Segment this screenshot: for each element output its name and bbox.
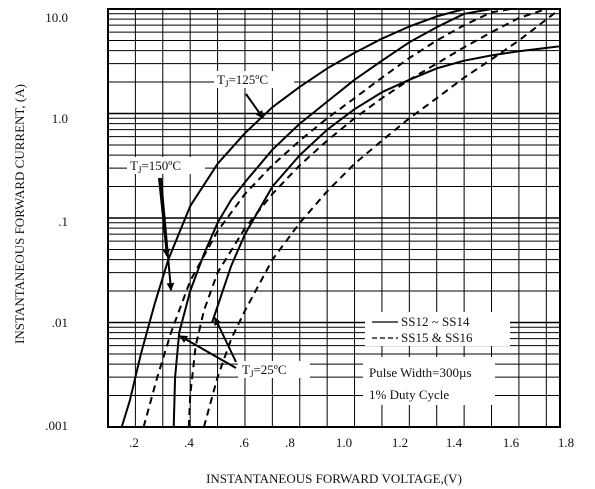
x-tick-label: 1.4	[446, 435, 463, 450]
annotation-arrows	[158, 93, 264, 369]
y-tick-label: 10.0	[45, 10, 68, 25]
annotation-arrow	[160, 177, 175, 291]
series-line-ss15-ss16-5	[202, 8, 561, 428]
legend-label-ss12-ss14: SS12 ~ SS14	[401, 314, 470, 329]
plot-frame	[107, 8, 561, 428]
label-background	[238, 361, 310, 378]
legend-background	[365, 312, 510, 346]
label-background	[127, 157, 205, 174]
tj-25-text: TJ=25ºC	[242, 362, 287, 379]
series-line-ss15-ss16-3	[142, 8, 511, 428]
annotation-arrow	[214, 317, 237, 363]
series-line-ss12-ss14-2	[211, 45, 561, 323]
note-background	[363, 357, 495, 405]
x-tick-label: 1.2	[392, 435, 408, 450]
x-tick-label: .6	[239, 435, 249, 450]
tj-125-label: TJ=125ºC	[214, 71, 294, 89]
label-background	[214, 71, 294, 88]
series-line-ss12-ss14-1	[172, 8, 492, 428]
x-axis-title: INSTANTANEOUS FORWARD VOLTAGE,(V)	[206, 471, 462, 486]
annotation-arrow	[245, 93, 264, 119]
tj-150-label: TJ=150ºC	[127, 157, 205, 175]
tj-125-text: TJ=125ºC	[217, 72, 268, 89]
y-tick-label: .01	[52, 315, 68, 330]
y-axis-title: INSTANTANEOUS FORWARD CURRENT, (A)	[12, 84, 27, 344]
legend: SS12 ~ SS14 SS15 & SS16	[365, 312, 510, 346]
y-tick-label: .1	[58, 214, 68, 229]
series-line-ss12-ss14-0	[120, 8, 486, 428]
y-tick-label: .001	[45, 418, 68, 433]
data-curves	[120, 8, 561, 428]
pulse-width-note: Pulse Width=300µs	[369, 365, 472, 380]
annotation-arrow	[179, 335, 237, 369]
x-tick-label: .8	[285, 435, 295, 450]
x-tick-label: .4	[184, 435, 194, 450]
tj-25-label: TJ=25ºC	[238, 361, 310, 379]
legend-label-ss15-ss16: SS15 & SS16	[401, 330, 473, 345]
x-tick-label: 1.6	[503, 435, 520, 450]
series-line-ss15-ss16-4	[187, 8, 547, 428]
y-tick-labels: 10.0 1.0 .1 .01 .001	[45, 10, 68, 433]
x-tick-labels: .2 .4 .6 .8 1.0 1.2 1.4 1.6 1.8	[129, 435, 574, 450]
x-tick-label: 1.8	[558, 435, 574, 450]
duty-cycle-note: 1% Duty Cycle	[369, 387, 449, 402]
annotation-arrow	[158, 177, 171, 257]
x-tick-label: 1.0	[336, 435, 352, 450]
test-condition-note: Pulse Width=300µs 1% Duty Cycle	[363, 357, 495, 405]
y-tick-label: 1.0	[52, 111, 68, 126]
tj-150-text: TJ=150ºC	[130, 158, 181, 175]
x-tick-label: .2	[129, 435, 139, 450]
